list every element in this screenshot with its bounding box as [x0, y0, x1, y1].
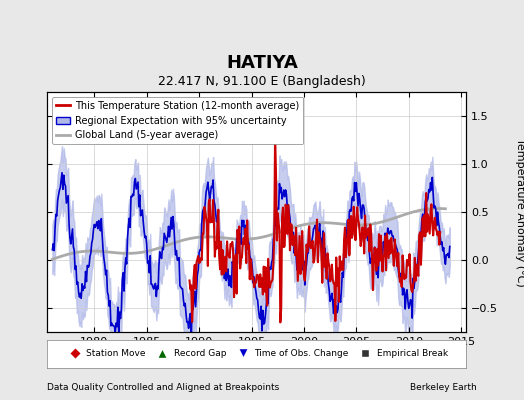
- Text: 22.417 N, 91.100 E (Bangladesh): 22.417 N, 91.100 E (Bangladesh): [158, 75, 366, 88]
- Text: HATIYA: HATIYA: [226, 54, 298, 72]
- Legend: This Temperature Station (12-month average), Regional Expectation with 95% uncer: This Temperature Station (12-month avera…: [52, 97, 303, 144]
- Text: Berkeley Earth: Berkeley Earth: [410, 383, 477, 392]
- Text: Data Quality Controlled and Aligned at Breakpoints: Data Quality Controlled and Aligned at B…: [47, 383, 279, 392]
- Legend: Station Move, Record Gap, Time of Obs. Change, Empirical Break: Station Move, Record Gap, Time of Obs. C…: [62, 346, 452, 362]
- Y-axis label: Temperature Anomaly (°C): Temperature Anomaly (°C): [515, 138, 524, 286]
